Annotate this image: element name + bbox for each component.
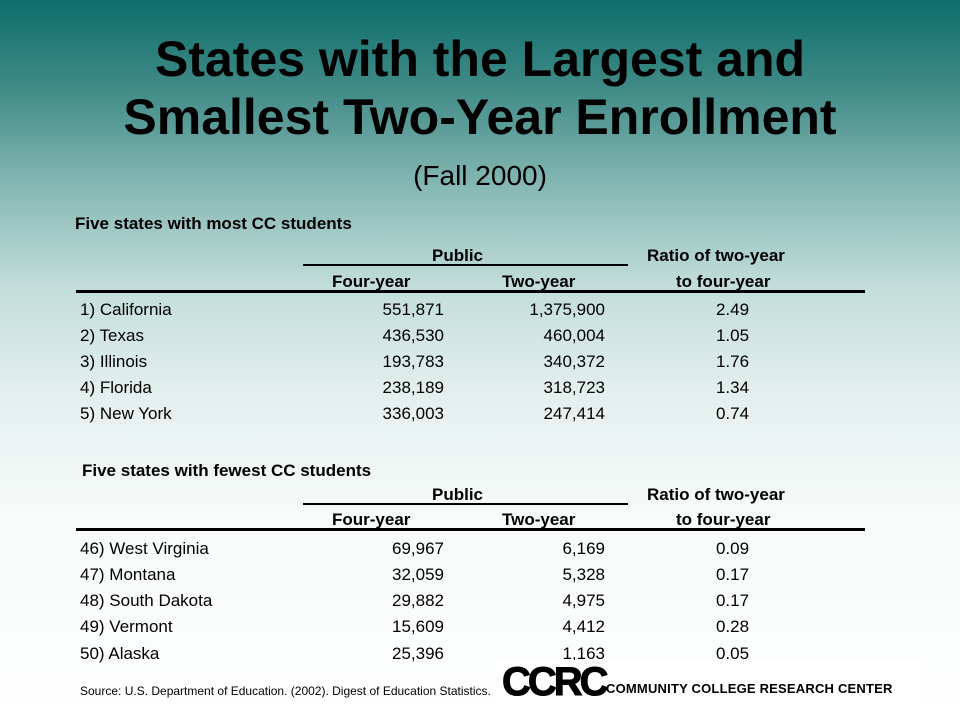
cell-four-year: 25,396 bbox=[392, 644, 444, 663]
cell-ratio: 0.05 bbox=[715, 644, 750, 663]
slide-title: States with the Largest and Smallest Two… bbox=[0, 30, 960, 146]
cell-four-year: 29,882 bbox=[392, 591, 444, 610]
cell-state: 1) California bbox=[80, 300, 172, 319]
cell-ratio: 1.34 bbox=[715, 378, 750, 397]
cell-ratio: 1.05 bbox=[715, 326, 750, 345]
cell-four-year: 436,530 bbox=[382, 326, 444, 345]
section-title-most: Five states with most CC students bbox=[75, 214, 352, 233]
cell-two-year: 1,375,900 bbox=[529, 300, 605, 319]
ccrc-logo-mark: CCRC bbox=[502, 660, 610, 705]
cell-four-year: 238,189 bbox=[382, 378, 444, 397]
cell-four-year: 15,609 bbox=[392, 617, 444, 636]
cell-state: 48) South Dakota bbox=[80, 591, 213, 610]
header-four-year: Four-year bbox=[332, 272, 411, 291]
cell-state: 3) Illinois bbox=[80, 352, 148, 371]
cell-ratio: 1.76 bbox=[715, 352, 750, 371]
source-citation: Source: U.S. Department of Education. (2… bbox=[80, 684, 491, 698]
header-ratio-line2: to four-year bbox=[676, 272, 771, 291]
table-row: 3) Illinois 193,783 340,372 1.76 bbox=[0, 352, 960, 378]
cell-state: 46) West Virginia bbox=[80, 539, 209, 558]
cell-two-year: 318,723 bbox=[543, 378, 605, 397]
header-two-year: Two-year bbox=[502, 272, 576, 291]
cell-four-year: 32,059 bbox=[392, 565, 444, 584]
cell-ratio: 0.17 bbox=[715, 591, 750, 610]
cell-state: 5) New York bbox=[80, 404, 172, 423]
cell-state: 49) Vermont bbox=[80, 617, 173, 636]
table-row: 1) California 551,871 1,375,900 2.49 bbox=[0, 300, 960, 326]
ccrc-logo bbox=[498, 660, 918, 704]
table-row: 47) Montana 32,059 5,328 0.17 bbox=[0, 565, 960, 591]
cell-ratio: 0.74 bbox=[715, 404, 750, 423]
cell-state: 47) Montana bbox=[80, 565, 176, 584]
cell-two-year: 4,412 bbox=[562, 617, 605, 636]
cell-two-year: 5,328 bbox=[562, 565, 605, 584]
header-two-year: Two-year bbox=[502, 510, 576, 529]
cell-two-year: 247,414 bbox=[543, 404, 605, 423]
table-row: 46) West Virginia 69,967 6,169 0.09 bbox=[0, 539, 960, 565]
cell-four-year: 551,871 bbox=[382, 300, 444, 319]
cell-state: 2) Texas bbox=[80, 326, 144, 345]
cell-four-year: 69,967 bbox=[392, 539, 444, 558]
cell-state: 50) Alaska bbox=[80, 644, 160, 663]
cell-two-year: 6,169 bbox=[562, 539, 605, 558]
public-underline bbox=[303, 503, 628, 505]
cell-two-year: 340,372 bbox=[543, 352, 605, 371]
header-public: Public bbox=[432, 246, 484, 265]
cell-state: 4) Florida bbox=[80, 378, 152, 397]
cell-ratio: 0.17 bbox=[715, 565, 750, 584]
public-underline bbox=[303, 264, 628, 266]
header-four-year: Four-year bbox=[332, 510, 411, 529]
header-ratio-line2: to four-year bbox=[676, 510, 771, 529]
cell-ratio: 2.49 bbox=[715, 300, 750, 319]
cell-four-year: 193,783 bbox=[382, 352, 444, 371]
cell-two-year: 460,004 bbox=[543, 326, 605, 345]
header-ratio-line1: Ratio of two-year bbox=[647, 485, 785, 504]
table-row: 50) Alaska 25,396 1,163 0.05 bbox=[0, 644, 960, 670]
table-row: 48) South Dakota 29,882 4,975 0.17 bbox=[0, 591, 960, 617]
header-rule bbox=[76, 528, 865, 531]
cell-two-year: 4,975 bbox=[562, 591, 605, 610]
slide-subtitle: (Fall 2000) bbox=[413, 160, 547, 191]
cell-ratio: 0.09 bbox=[715, 539, 750, 558]
header-rule bbox=[76, 290, 865, 293]
table-row: 4) Florida 238,189 318,723 1.34 bbox=[0, 378, 960, 404]
table-row: 2) Texas 436,530 460,004 1.05 bbox=[0, 326, 960, 352]
cell-ratio: 0.28 bbox=[715, 617, 750, 636]
title-line-2: Smallest Two-Year Enrollment bbox=[123, 89, 837, 145]
table-row: 5) New York 336,003 247,414 0.74 bbox=[0, 404, 960, 430]
header-ratio-line1: Ratio of two-year bbox=[647, 246, 785, 265]
header-public: Public bbox=[432, 485, 484, 504]
table-row: 49) Vermont 15,609 4,412 0.28 bbox=[0, 617, 960, 643]
cell-four-year: 336,003 bbox=[382, 404, 444, 423]
cell-two-year: 1,163 bbox=[562, 644, 605, 663]
title-line-1: States with the Largest and bbox=[154, 31, 806, 87]
section-title-fewest: Five states with fewest CC students bbox=[82, 461, 372, 480]
ccrc-logo-text: COMMUNITY COLLEGE RESEARCH CENTER bbox=[606, 681, 893, 696]
